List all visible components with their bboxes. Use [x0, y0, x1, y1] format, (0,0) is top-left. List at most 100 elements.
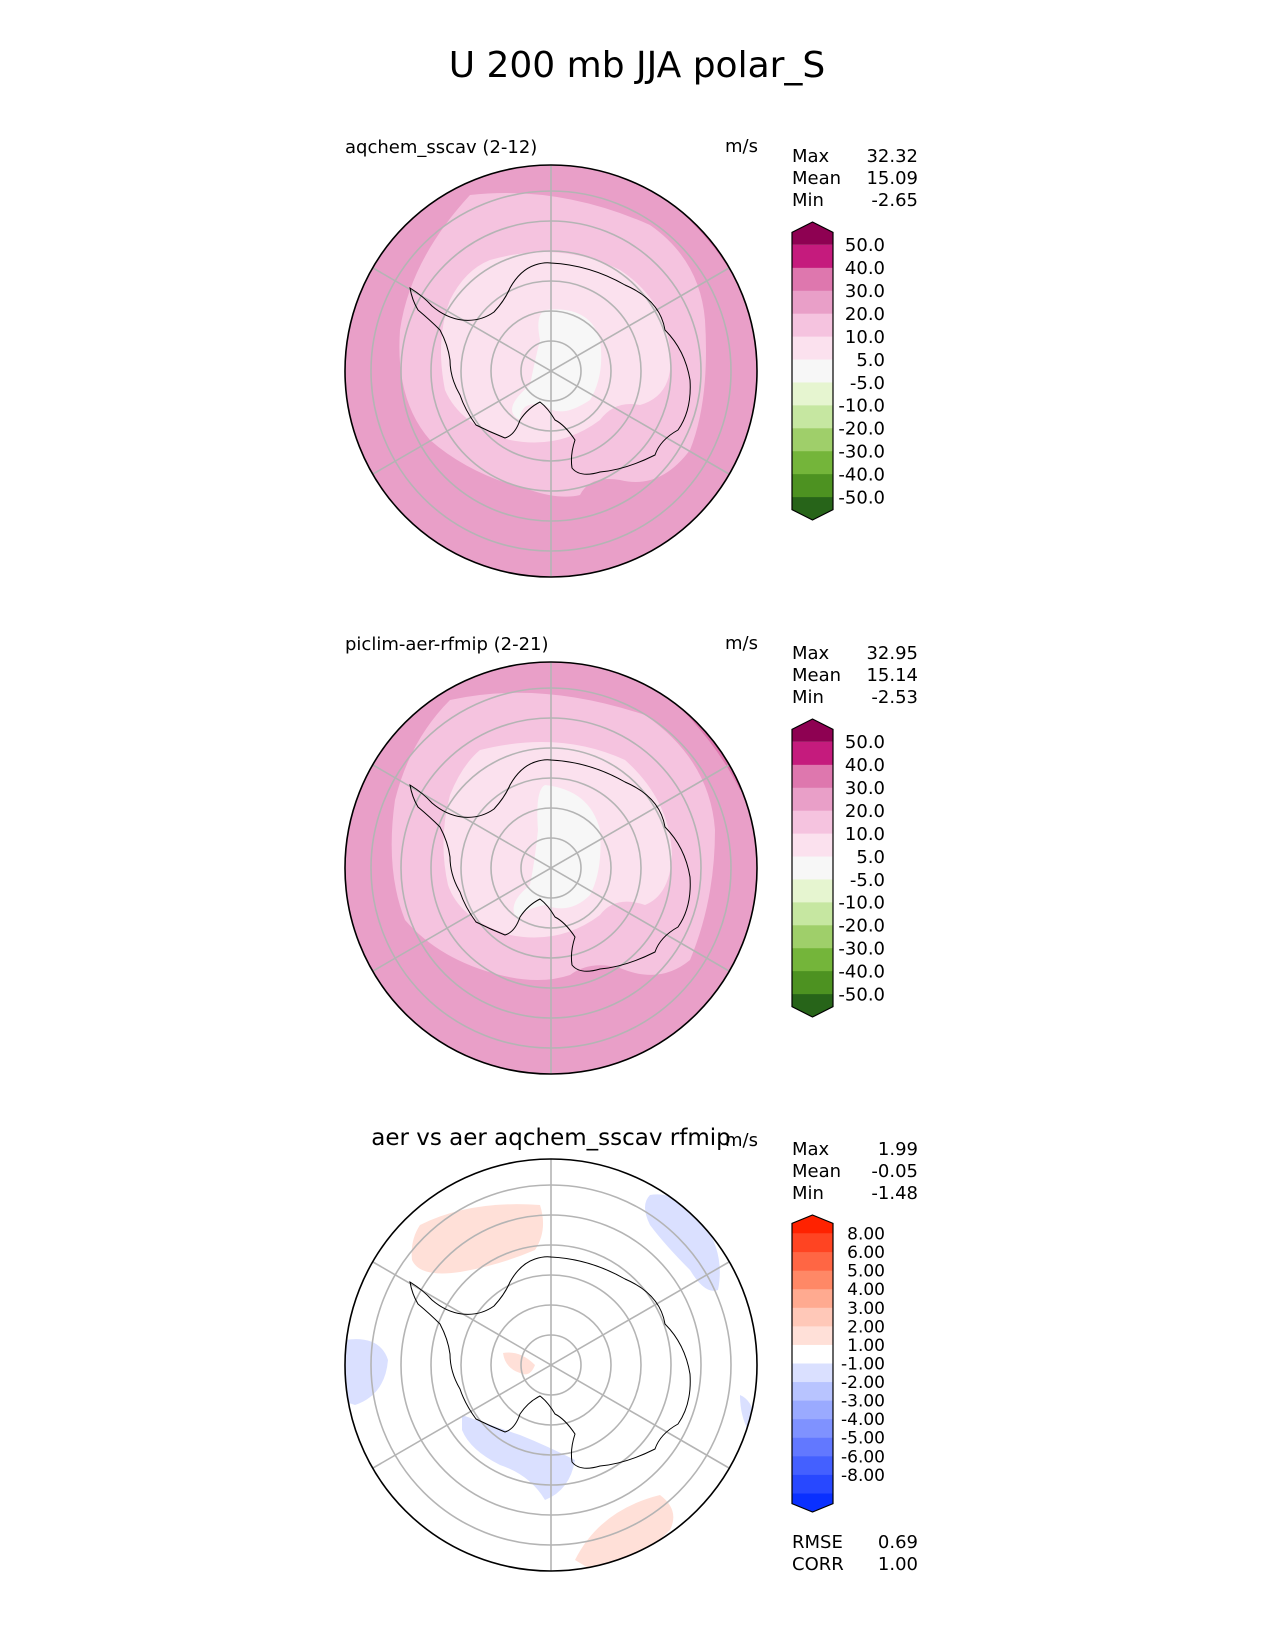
field-pos-pacific — [575, 1495, 674, 1571]
antarctica-coastline — [409, 759, 691, 972]
colorbar-tick-label: 2.00 — [847, 1317, 885, 1337]
colorbar-segment — [792, 451, 833, 475]
stat-rmse-value: 0.69 — [878, 1532, 918, 1553]
colorbar-tick-label: -10.0 — [838, 396, 885, 417]
colorbar-segment — [792, 1289, 833, 1309]
colorbar-tick-label: -5.0 — [850, 870, 885, 891]
stat-mean-value: -0.05 — [871, 1161, 918, 1182]
stat-mean-value: 15.09 — [866, 168, 918, 189]
stat-mean-label: Mean — [792, 1161, 841, 1182]
colorbar-tick-label: 40.0 — [845, 258, 885, 279]
colorbar-tick-label: -6.00 — [841, 1447, 885, 1467]
graticule — [370, 1159, 732, 1571]
graticule — [370, 165, 732, 577]
colorbar-tick-label: -5.00 — [841, 1429, 885, 1449]
units-label: m/s — [725, 1130, 758, 1151]
colorbar-segment — [792, 1270, 833, 1290]
units-label: m/s — [725, 136, 758, 157]
panel-title: aqchem_sscav (2-12) — [345, 137, 537, 158]
field-neg-west — [345, 1339, 388, 1405]
colorbar-segment — [792, 244, 833, 269]
field-pos-atlantic — [411, 1204, 544, 1274]
stat-max-value: 32.32 — [866, 146, 918, 167]
stat-corr-value: 1.00 — [878, 1554, 918, 1575]
units-label: m/s — [725, 633, 758, 654]
colorbar-tick-label: -50.0 — [838, 487, 885, 508]
stats-block: Max 32.95 Mean 15.14 Min -2.53 — [792, 643, 918, 708]
field-pole-5 — [513, 785, 601, 920]
colorbar-tick-label: -30.0 — [838, 939, 885, 960]
colorbar-segment — [792, 1363, 833, 1383]
colorbar-segment — [792, 1344, 833, 1364]
stat-max-value: 32.95 — [866, 643, 918, 664]
colorbar-tick-label: 10.0 — [845, 327, 885, 348]
map-boundary — [344, 1158, 758, 1572]
colorbar-segment — [792, 474, 833, 498]
colorbar-tick-label: 50.0 — [845, 235, 885, 256]
colorbar-tick-label: 6.00 — [847, 1243, 885, 1263]
colorbar-tick-label: -50.0 — [838, 984, 885, 1005]
colorbar-tick-label: -4.00 — [841, 1410, 885, 1430]
panel-title: piclim-aer-rfmip (2-21) — [345, 634, 549, 655]
colorbar-segment — [792, 290, 833, 315]
colorbar-segment — [792, 902, 833, 926]
stats-block: Max 1.99 Mean -0.05 Min -1.48 — [792, 1139, 918, 1204]
colorbar-tick-label: -3.00 — [841, 1392, 885, 1412]
panel-aqchem: aqchem_sscav (2-12) m/s Max 32.32 Mean — [344, 136, 918, 578]
colorbar: 8.006.005.004.003.002.001.00-1.00-2.00-3… — [791, 1214, 885, 1513]
colorbar-segment — [792, 948, 833, 972]
colorbar-tick-label: 30.0 — [845, 778, 885, 799]
colorbar-tick-label: 5.00 — [847, 1262, 885, 1282]
colorbar-segment — [792, 1326, 833, 1346]
colorbar-segment — [792, 313, 833, 338]
colorbar-tick-label: 3.00 — [847, 1299, 885, 1319]
colorbar-segment — [792, 787, 833, 812]
field-pole-5 — [512, 309, 602, 420]
colorbar: 50.040.030.020.010.05.0-5.0-10.0-20.0-30… — [791, 718, 885, 1018]
graticule — [370, 662, 732, 1074]
stat-min-label: Min — [792, 687, 824, 708]
colorbar-segment — [792, 971, 833, 995]
colorbar-tick-label: 5.0 — [856, 847, 885, 868]
colorbar-tick-label: -8.00 — [841, 1466, 885, 1486]
stat-min-label: Min — [792, 1183, 824, 1204]
stat-min-value: -2.53 — [871, 687, 918, 708]
panel-title: aer vs aer aqchem_sscav rfmip — [371, 1125, 730, 1151]
stat-mean-label: Mean — [792, 168, 841, 189]
extra-stats-block: RMSE 0.69 CORR 1.00 — [792, 1532, 918, 1575]
colorbar-segment — [792, 497, 833, 520]
colorbar-outline — [791, 1214, 834, 1513]
stat-max-label: Max — [792, 1139, 830, 1160]
colorbar-segment — [792, 879, 833, 903]
colorbar-tick-label: -40.0 — [838, 961, 885, 982]
colorbar-segment — [792, 222, 833, 245]
colorbar-outline — [791, 221, 834, 521]
colorbar-tick-label: 5.0 — [856, 350, 885, 371]
colorbar-segment — [792, 1307, 833, 1327]
colorbar-segment — [792, 1400, 833, 1420]
stat-max-label: Max — [792, 146, 830, 167]
colorbar-tick-label: 8.00 — [847, 1225, 885, 1245]
map-boundary — [344, 164, 758, 578]
colorbar-segment — [792, 359, 833, 383]
stat-min-value: -2.65 — [871, 190, 918, 211]
colorbar-tick-label: 30.0 — [845, 281, 885, 302]
colorbar-segment — [792, 994, 833, 1017]
colorbar-tick-label: 1.00 — [847, 1336, 885, 1356]
colorbar-segment — [792, 1437, 833, 1457]
stat-mean-value: 15.14 — [866, 665, 918, 686]
figure-title: U 200 mb JJA polar_S — [449, 45, 826, 86]
colorbar-outline — [791, 718, 834, 1018]
stat-min-label: Min — [792, 190, 824, 211]
colorbar-segment — [792, 336, 833, 361]
colorbar-tick-label: -2.00 — [841, 1373, 885, 1393]
colorbar-tick-label: -20.0 — [838, 419, 885, 440]
colorbar-segment — [792, 1233, 833, 1253]
antarctica-coastline — [409, 1256, 691, 1469]
colorbar-segment — [792, 405, 833, 429]
colorbar-segment — [792, 833, 833, 858]
stat-max-label: Max — [792, 643, 830, 664]
colorbar-segment — [792, 1456, 833, 1476]
colorbar-segment — [792, 267, 833, 292]
